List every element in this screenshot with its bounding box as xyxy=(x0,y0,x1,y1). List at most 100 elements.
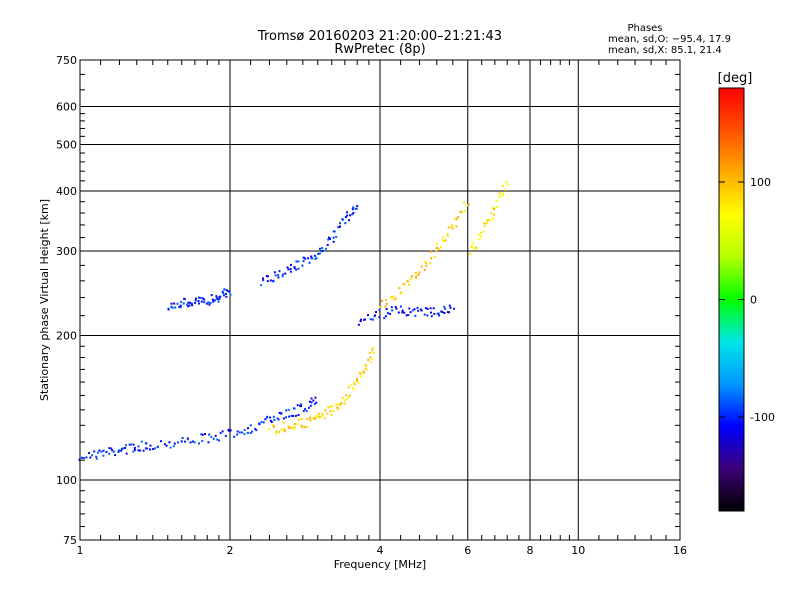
stats-line-x: mean, sd,X: 85.1, 21.4 xyxy=(608,45,722,56)
data-point xyxy=(229,429,232,432)
data-point xyxy=(371,358,374,360)
data-point xyxy=(333,230,336,233)
data-point xyxy=(393,298,396,301)
data-point xyxy=(173,442,176,445)
data-point xyxy=(495,199,498,202)
data-point xyxy=(149,448,151,451)
y-tick-label: 300 xyxy=(56,245,77,258)
data-point xyxy=(321,247,324,249)
data-point xyxy=(287,408,290,411)
data-point xyxy=(401,311,404,314)
data-point xyxy=(429,262,432,265)
data-point xyxy=(413,308,416,311)
data-point xyxy=(479,235,482,238)
data-point xyxy=(243,429,246,431)
data-point xyxy=(469,253,472,256)
data-point xyxy=(266,280,269,283)
y-tick-label: 100 xyxy=(56,474,77,487)
data-point xyxy=(443,305,446,308)
data-point xyxy=(172,445,175,448)
data-point xyxy=(335,235,338,238)
data-point xyxy=(201,440,204,442)
data-point xyxy=(285,409,288,412)
data-point xyxy=(344,399,346,402)
data-point xyxy=(336,406,339,409)
data-point xyxy=(167,308,170,311)
data-point xyxy=(305,410,308,413)
data-point xyxy=(291,426,294,429)
data-point xyxy=(247,427,249,430)
data-point xyxy=(317,412,320,415)
data-point xyxy=(355,207,358,210)
data-point xyxy=(282,417,285,420)
data-point xyxy=(180,301,183,303)
data-point xyxy=(441,311,444,313)
data-point xyxy=(501,192,504,195)
data-point xyxy=(329,237,332,240)
data-point xyxy=(414,314,417,317)
data-point xyxy=(348,394,351,397)
data-point xyxy=(485,222,488,225)
colorbar-tick-label: 0 xyxy=(750,294,757,307)
data-point xyxy=(238,431,241,434)
data-point xyxy=(448,304,451,307)
data-point xyxy=(317,252,320,255)
data-point xyxy=(380,300,383,302)
data-point xyxy=(203,298,206,301)
data-point xyxy=(290,263,292,266)
data-point xyxy=(304,257,307,260)
data-point xyxy=(249,424,252,427)
data-point xyxy=(85,456,88,459)
data-point xyxy=(212,300,215,303)
y-tick-label: 500 xyxy=(56,139,77,152)
data-point xyxy=(110,447,113,450)
data-point xyxy=(224,434,227,437)
data-point xyxy=(130,443,132,446)
data-point xyxy=(426,314,429,317)
data-point xyxy=(93,450,96,453)
data-point xyxy=(283,428,286,431)
data-point xyxy=(400,305,402,308)
data-point xyxy=(384,315,387,318)
data-point xyxy=(277,274,280,277)
data-point xyxy=(417,309,420,312)
data-point xyxy=(446,234,449,237)
data-point xyxy=(499,195,502,198)
data-point xyxy=(300,418,303,420)
data-point xyxy=(225,295,228,298)
data-point xyxy=(364,367,367,370)
data-point xyxy=(478,234,481,237)
data-point xyxy=(337,408,340,411)
data-point xyxy=(260,284,263,287)
data-point xyxy=(312,417,315,420)
data-point xyxy=(214,299,217,302)
data-point xyxy=(98,449,101,452)
data-point xyxy=(195,297,197,300)
data-point xyxy=(210,435,213,438)
data-point xyxy=(223,288,226,291)
data-point xyxy=(433,312,436,315)
data-point xyxy=(319,415,322,418)
data-point xyxy=(383,317,386,320)
data-point xyxy=(449,306,452,309)
data-point xyxy=(414,272,417,274)
data-point xyxy=(285,416,288,419)
data-point xyxy=(369,318,372,321)
data-point xyxy=(357,323,360,326)
y-tick-label: 75 xyxy=(63,534,77,547)
data-point xyxy=(306,418,309,420)
data-point xyxy=(284,272,287,275)
data-point xyxy=(313,403,316,406)
data-point xyxy=(262,279,265,282)
data-point xyxy=(88,452,90,454)
data-point xyxy=(170,302,173,305)
data-point xyxy=(207,301,210,304)
chart-title: Tromsø 20160203 21:20:00–21:21:43 xyxy=(257,29,502,44)
data-point xyxy=(426,307,429,310)
data-point xyxy=(277,418,280,421)
data-point xyxy=(316,415,319,417)
data-point xyxy=(137,445,140,448)
data-point xyxy=(182,302,185,305)
data-point xyxy=(310,397,313,400)
